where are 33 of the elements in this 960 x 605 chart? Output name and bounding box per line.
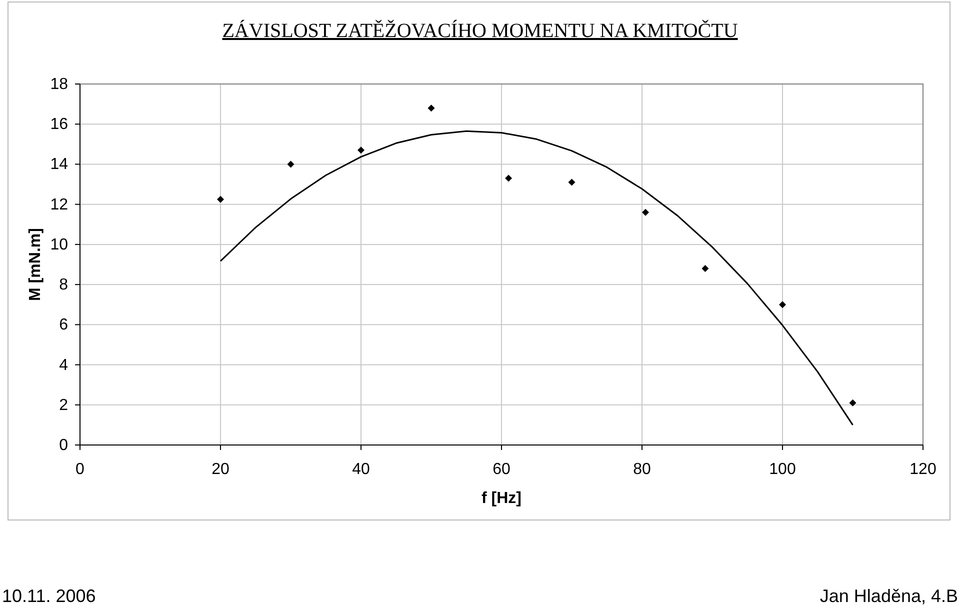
y-tick-label: 4: [59, 356, 68, 374]
point: [702, 265, 709, 272]
point: [428, 104, 435, 112]
point: [505, 174, 512, 182]
y-tick-label: 14: [50, 156, 68, 174]
chart-title: ZÁVISLOST ZATĚŽOVACÍHO MOMENTU NA KMITOČTU: [222, 19, 738, 42]
y-axis-title: M [mN.m]: [27, 228, 44, 301]
y-tick-label: 18: [50, 76, 68, 93]
point: [779, 301, 786, 308]
point: [287, 160, 294, 168]
y-tick-label: 12: [50, 196, 68, 214]
y-tick-label: 6: [59, 316, 68, 334]
y-tick-label: 2: [59, 396, 68, 414]
x-tick-label: 0: [76, 461, 85, 478]
text: 10.11. 2006: [2, 586, 96, 605]
point: [217, 196, 224, 203]
y-tick-label: 8: [59, 276, 68, 294]
x-tick-label: 120: [910, 461, 936, 478]
y-tick-label: 16: [50, 116, 68, 134]
x-tick-label: 60: [492, 461, 510, 478]
y-tick-label: 10: [50, 236, 68, 254]
point: [642, 208, 650, 216]
y-tick-label: 0: [59, 437, 68, 454]
point: [358, 146, 364, 154]
x-tick-label: 80: [633, 461, 651, 478]
x-tick-label: 20: [212, 461, 230, 478]
point: [849, 399, 856, 406]
point: [568, 178, 576, 186]
text: Jan Hladěna, 4.B: [820, 586, 958, 605]
line-series: [220, 130, 854, 426]
x-axis-title: f [Hz]: [482, 490, 522, 507]
x-tick-label: 100: [769, 461, 796, 478]
x-tick-label: 40: [352, 461, 370, 478]
